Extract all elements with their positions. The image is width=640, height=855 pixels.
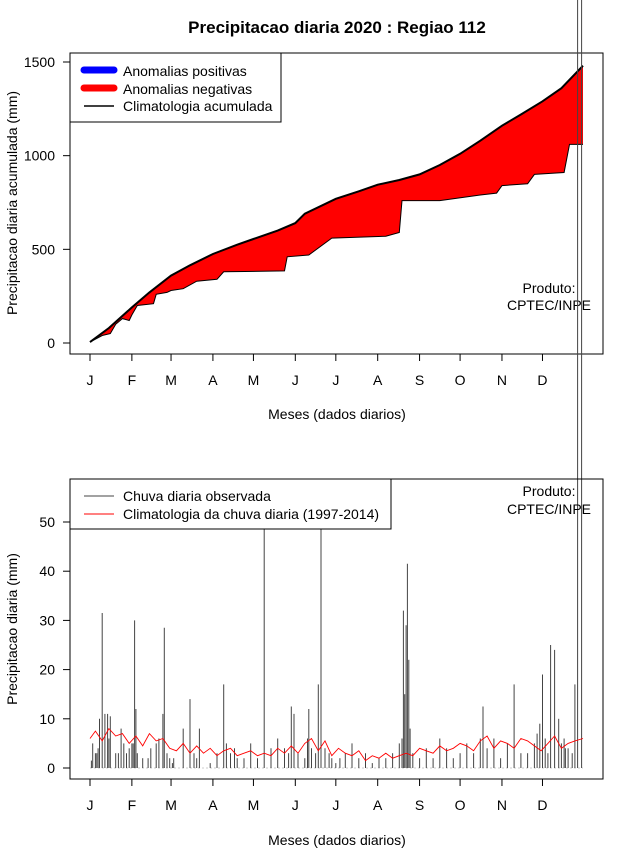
top-x-tick-label: J [332,372,339,388]
top-panel: Precipitacao diaria 2020 : Regiao 112 J F… [4,18,604,422]
bottom-x-tick-label: A [208,797,218,813]
bottom-y-tick-label: 0 [47,760,55,776]
top-y-tick-label: 0 [47,335,55,351]
observed-accumulated-line [89,143,583,343]
bottom-y-tick-label: 40 [39,563,55,579]
top-x-axis-label: Meses (dados diarios) [268,406,406,422]
top-x-tick-label: N [497,372,507,388]
bottom-y-tick-label: 20 [39,662,55,678]
bottom-x-tick-label: N [497,797,507,813]
top-y-tick-label: 1500 [24,54,55,70]
bottom-y-axis-label: Precipitacao diaria (mm) [4,553,20,705]
top-x-tick-label: J [292,372,299,388]
bottom-y-tick-label: 30 [39,612,55,628]
top-plot-area [89,65,584,343]
bottom-y-tick-label: 10 [39,711,55,727]
legend-label-climatology: Climatologia acumulada [123,98,273,114]
bottom-x-tick-label: F [128,797,137,813]
top-x-tick-label: F [128,372,137,388]
bottom-y-tick-label: 50 [39,514,55,530]
bottom-x-tick-label: A [373,797,383,813]
bottom-x-tick-label: D [537,797,547,813]
bottom-legend-box [69,478,392,530]
legend-label-climatology-daily: Climatologia da chuva diaria (1997-2014) [123,506,379,522]
top-x-tick-label: A [373,372,383,388]
bottom-panel: J F M A M J J A S O N D 0 10 20 30 40 50 Meses (dados di… [4,0,604,848]
top-x-tick-label: D [537,372,547,388]
legend-label-positive: Anomalias positivas [123,63,247,79]
bottom-credit-line1: Produto: [523,483,576,499]
bottom-x-tick-label: S [415,797,424,813]
bottom-x-tick-label: J [292,797,299,813]
legend-label-negative: Anomalias negativas [123,81,252,97]
bottom-y-axis: 0 10 20 30 40 50 [39,514,71,776]
top-y-axis: 0 500 1000 1500 [24,54,71,351]
bottom-x-axis-label: Meses (dados diarios) [268,832,406,848]
top-y-tick-label: 1000 [24,148,55,164]
top-x-tick-label: S [415,372,424,388]
negative-anomaly-area [90,65,583,343]
legend-label-observed: Chuva diaria observada [123,488,271,504]
bottom-x-tick-label: J [332,797,339,813]
top-x-tick-label: O [455,372,466,388]
top-x-tick-label: M [248,372,260,388]
top-credit-line2: CPTEC/INPE [507,297,591,313]
climatology-accumulated-line [89,65,584,343]
bottom-legend: Chuva diaria observada Climatologia da c… [69,478,392,530]
top-legend: Anomalias positivas Anomalias negativas … [69,52,282,123]
top-y-tick-label: 500 [32,241,56,257]
bottom-x-tick-label: M [248,797,260,813]
top-y-axis-label: Precipitacao diaria acumulada (mm) [4,91,20,315]
bottom-credit-line2: CPTEC/INPE [507,501,591,517]
bottom-x-tick-label: M [165,797,177,813]
chart-title: Precipitacao diaria 2020 : Regiao 112 [188,18,486,37]
top-credit-line1: Produto: [523,280,576,296]
top-x-tick-label: J [87,372,94,388]
top-x-tick-label: A [208,372,218,388]
bottom-x-tick-label: O [455,797,466,813]
bottom-plot-area [89,0,584,769]
daily-climatology-line [89,727,584,762]
top-x-tick-label: M [165,372,177,388]
bottom-x-tick-label: J [87,797,94,813]
